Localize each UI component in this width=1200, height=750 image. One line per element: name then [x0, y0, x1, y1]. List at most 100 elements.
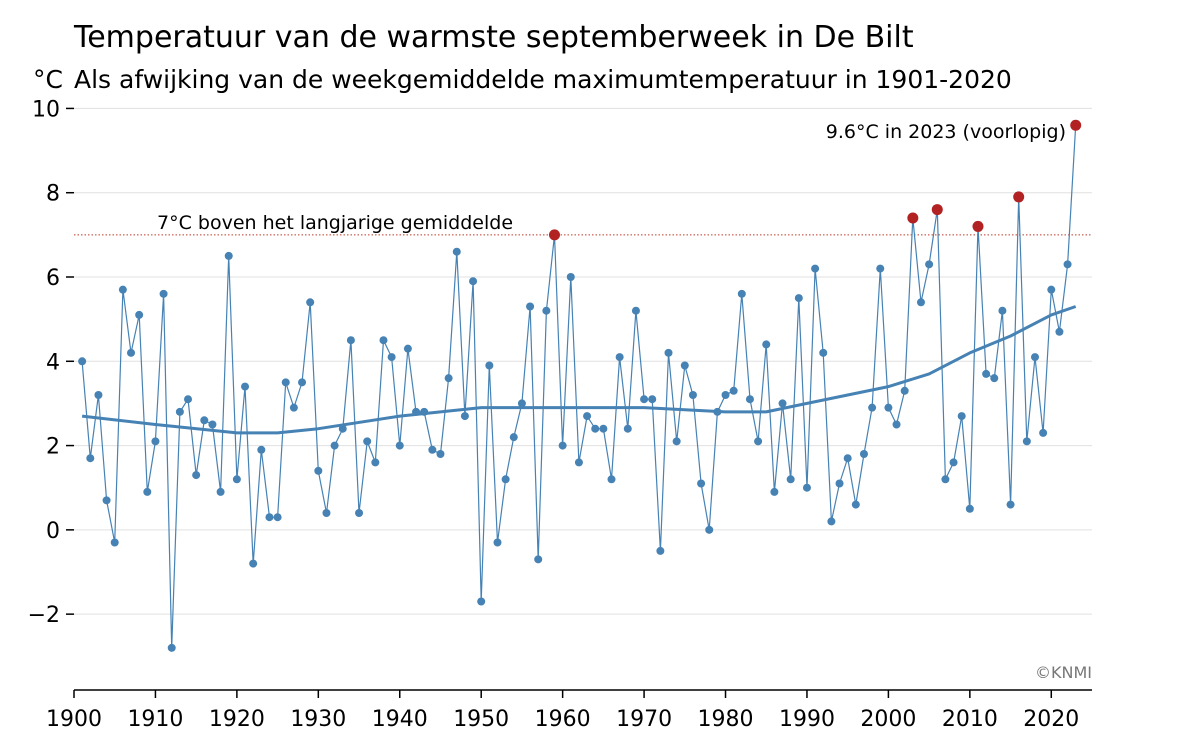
data-point [925, 260, 934, 269]
data-point [281, 378, 290, 387]
data-point [1039, 428, 1048, 437]
data-point [338, 424, 347, 433]
data-point [786, 475, 795, 484]
unit-label: °C [33, 65, 63, 94]
data-point [737, 289, 746, 298]
data-point [102, 496, 111, 505]
data-point [379, 336, 388, 345]
data-point [900, 386, 909, 395]
data-point [729, 386, 738, 395]
data-point [884, 403, 893, 412]
data-point [680, 361, 689, 370]
data-point [648, 395, 657, 404]
data-point [469, 277, 478, 286]
data-point [558, 441, 567, 450]
data-point [591, 424, 600, 433]
data-point [721, 391, 730, 399]
data-point [265, 513, 274, 522]
data-point [794, 294, 803, 303]
credit-label: ©KNMI [1035, 663, 1092, 682]
data-point [298, 378, 307, 387]
highlight-point [1070, 119, 1082, 131]
record-label: 9.6°C in 2023 (voorlopig) [826, 121, 1066, 143]
data-point [998, 306, 1007, 315]
data-point [428, 445, 437, 454]
data-point [135, 310, 144, 319]
data-point [965, 504, 974, 513]
data-point [444, 374, 453, 383]
data-point [876, 264, 885, 273]
x-tick-label: 1940 [372, 707, 428, 732]
data-point [819, 348, 828, 357]
x-tick-label: 1970 [616, 707, 672, 732]
threshold-label: 7°C boven het langjarige gemiddelde [157, 212, 513, 234]
y-tick-label: 4 [46, 350, 60, 375]
data-point [86, 454, 95, 463]
data-point [200, 416, 209, 425]
grid-lines [74, 107, 1092, 615]
data-point [745, 395, 754, 404]
data-point [420, 407, 429, 416]
data-point [688, 391, 697, 399]
data-point [224, 251, 233, 260]
data-point [957, 412, 966, 421]
data-point [167, 643, 176, 652]
data-point [697, 479, 706, 488]
data-point [78, 357, 87, 366]
data-point [631, 306, 640, 315]
x-tick-label: 1900 [46, 707, 102, 732]
data-point [127, 348, 136, 357]
highlight-point [1013, 191, 1025, 203]
data-point [713, 407, 722, 416]
series-line [81, 125, 1077, 648]
data-point [485, 361, 494, 370]
data-point [249, 559, 258, 568]
data-point [827, 517, 836, 526]
data-point [941, 475, 950, 484]
data-point [371, 458, 380, 467]
data-point [770, 487, 779, 496]
data-point [436, 450, 445, 458]
x-tick-label: 2000 [860, 707, 916, 732]
data-point [355, 509, 364, 517]
data-point [623, 424, 632, 433]
data-point [289, 403, 298, 412]
data-point [412, 407, 421, 416]
data-point [1055, 327, 1064, 336]
data-point [403, 344, 412, 353]
data-point [363, 437, 372, 446]
data-point [843, 454, 852, 463]
highlight-point [931, 204, 943, 216]
x-tick-label: 1930 [290, 707, 346, 732]
data-point [232, 475, 241, 484]
data-point [192, 471, 201, 480]
data-point [851, 500, 860, 509]
x-tick-label: 1960 [535, 707, 591, 732]
data-point [1063, 260, 1072, 269]
x-tick-label: 1990 [779, 707, 835, 732]
data-point [110, 538, 119, 547]
data-point [175, 407, 184, 416]
data-point [526, 302, 535, 311]
data-point [184, 395, 193, 404]
x-tick-label: 1980 [698, 707, 754, 732]
data-point [118, 285, 127, 294]
data-point [664, 348, 673, 357]
data-point [916, 298, 925, 307]
data-point [859, 450, 868, 458]
data-point [835, 479, 844, 488]
data-point [599, 424, 608, 433]
x-tick-label: 2020 [1023, 707, 1079, 732]
data-point [216, 487, 225, 496]
data-point [257, 445, 266, 454]
data-point [640, 395, 649, 404]
x-tick-label: 1920 [209, 707, 265, 732]
data-point [151, 437, 160, 446]
data-point [1030, 353, 1039, 362]
data-point [208, 420, 217, 429]
data-point [346, 336, 355, 345]
data-point [607, 475, 616, 484]
data-point [241, 382, 250, 391]
data-point [982, 369, 991, 378]
x-tick-label: 1910 [127, 707, 183, 732]
